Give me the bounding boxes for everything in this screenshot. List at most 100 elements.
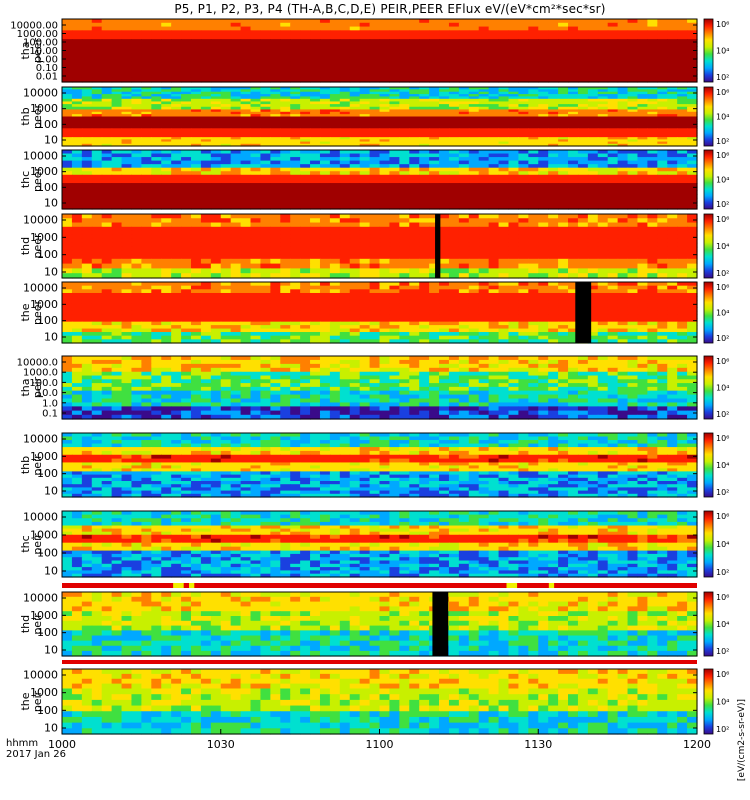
spectrogram-cell (101, 34, 113, 40)
spectrogram-cell (687, 22, 698, 28)
spectrogram-cell (667, 106, 678, 111)
spectrogram-cell (518, 201, 529, 206)
spectrogram-cell (91, 98, 103, 103)
spectrogram-cell (379, 104, 391, 108)
spectrogram-cell (200, 121, 212, 125)
spectrogram-cell (657, 46, 668, 51)
spectrogram-cell (389, 39, 400, 44)
spectrogram-cell (458, 201, 470, 206)
spectrogram-cell (250, 53, 262, 59)
spectrogram-cell (647, 118, 658, 122)
spectrogram-cell (409, 116, 420, 120)
spectrogram-cell (389, 222, 400, 228)
spectrogram-cell (131, 254, 142, 260)
spectrogram-cell (448, 101, 460, 105)
spectrogram-cell (240, 197, 252, 203)
spectrogram-cell (349, 190, 361, 195)
spectrogram-cell (419, 34, 430, 40)
spectrogram-cell (300, 87, 311, 90)
spectrogram-cell (587, 218, 599, 224)
spectrogram-cell (151, 292, 162, 298)
spectrogram-cell (657, 285, 668, 290)
spectrogram-cell (597, 250, 609, 256)
spectrogram-cell (71, 246, 83, 252)
spectrogram-cell (568, 69, 579, 75)
spectrogram-cell (260, 26, 271, 31)
spectrogram-cell (389, 111, 400, 115)
spectrogram-cell (250, 285, 262, 290)
spectrogram-cell (399, 69, 410, 75)
spectrogram-cell (91, 109, 103, 113)
spectrogram-cell (62, 150, 73, 155)
spectrogram-cell (171, 190, 182, 195)
spectrogram-cell (548, 69, 559, 75)
spectrogram-cell (399, 289, 410, 294)
spectrogram-cell (478, 190, 490, 195)
spectrogram-cell (171, 197, 182, 203)
spectrogram-cell (329, 230, 341, 236)
spectrogram-cell (181, 230, 192, 236)
spectrogram-cell (220, 111, 232, 115)
spectrogram-cell (617, 194, 629, 199)
spectrogram-cell (667, 174, 678, 180)
spectrogram-cell (91, 164, 103, 169)
spectrogram-cell (518, 118, 529, 122)
spectrogram-cell (558, 222, 569, 228)
spectrogram-cell (687, 125, 698, 129)
spectrogram-cell (260, 111, 271, 115)
spectrogram-cell (587, 174, 599, 180)
spectrogram-cell (131, 268, 142, 274)
spectrogram-cell (220, 222, 232, 228)
spectrogram-cell (181, 222, 192, 228)
spectrogram-cell (300, 34, 311, 40)
spectrogram-cell (220, 234, 232, 240)
spectrogram-cell (111, 96, 123, 100)
spectrogram-cell (131, 234, 142, 240)
spectrogram-cell (101, 101, 113, 105)
spectrogram-cell (91, 57, 103, 63)
spectrogram-cell (290, 114, 301, 118)
spectrogram-cell (250, 153, 262, 158)
spectrogram-cell (657, 289, 668, 294)
spectrogram-cell (439, 242, 450, 248)
spectrogram-cell (409, 26, 420, 31)
spectrogram-cell (62, 114, 73, 118)
spectrogram-cell (359, 250, 371, 256)
spectrogram-cell (419, 242, 430, 248)
spectrogram-cell (310, 153, 321, 158)
spectrogram-cell (647, 194, 658, 199)
spectrogram-cell (409, 69, 420, 75)
spectrogram-cell (280, 171, 291, 176)
spectrogram-cell (359, 130, 371, 134)
spectrogram-cell (101, 106, 113, 111)
spectrogram-cell (528, 197, 539, 203)
spectrogram-cell (448, 61, 460, 67)
spectrogram-cell (71, 190, 83, 195)
spectrogram-cell (558, 285, 569, 290)
spectrogram-cell (568, 57, 579, 63)
spectrogram-cell (478, 289, 490, 294)
spectrogram-cell (677, 167, 688, 172)
spectrogram-cell (369, 285, 381, 290)
spectrogram-cell (518, 258, 529, 265)
spectrogram-cell (647, 250, 658, 256)
spectrogram-cell (399, 114, 410, 118)
spectrogram-cell (468, 116, 480, 120)
spectrogram-cell (131, 125, 142, 129)
spectrogram-cell (270, 296, 281, 301)
colorbar-tick-label: 10² (716, 269, 729, 278)
spectrogram-cell (101, 94, 113, 98)
spectrogram-cell (131, 111, 142, 115)
spectrogram-cell (687, 42, 698, 47)
spectrogram-cell (399, 106, 410, 111)
spectrogram-cell (260, 125, 271, 129)
spectrogram-cell (81, 157, 93, 162)
spectrogram-cell (230, 96, 242, 100)
spectrogram-cell (181, 111, 192, 115)
spectrogram-cell (349, 296, 361, 301)
spectrogram-cell (319, 89, 331, 93)
spectrogram-cell (379, 121, 391, 125)
spectrogram-cell (379, 73, 391, 79)
spectrogram-cell (310, 123, 321, 127)
spectrogram-cell (409, 130, 420, 134)
